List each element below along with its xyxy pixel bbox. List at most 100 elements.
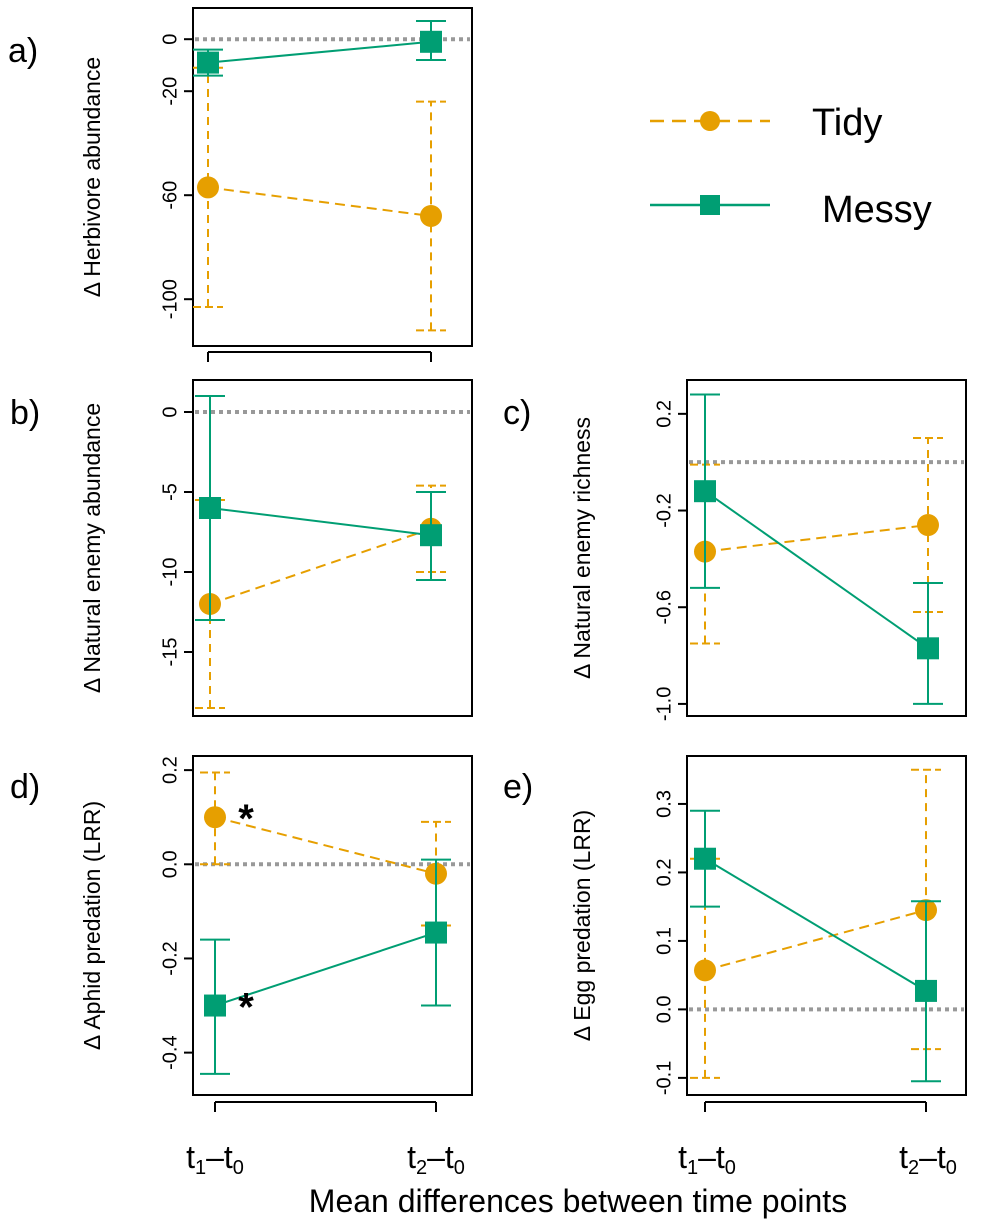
xcat-left-dash: – — [206, 1139, 224, 1175]
xcat-left-main1: t — [186, 1139, 195, 1175]
point-messy — [420, 524, 442, 547]
y-axis-label: Δ Egg predation (LRR) — [569, 810, 595, 1041]
legend-label-tidy: Tidy — [812, 102, 882, 144]
series-messy — [200, 858, 451, 1075]
point-tidy — [420, 205, 442, 227]
xcat-right-sub1: 1 — [687, 1157, 698, 1179]
panel-label: d) — [10, 768, 40, 806]
panel-label: e) — [503, 768, 533, 806]
panel-label: b) — [10, 394, 40, 432]
y-tick-label: -20 — [159, 77, 181, 106]
xcat-left-sub2: 0 — [233, 1157, 244, 1179]
series-line-messy — [207, 40, 432, 64]
series-messy — [195, 395, 446, 621]
xcat-right2-main2: t — [937, 1139, 946, 1175]
y-axis-label: Δ Aphid predation (LRR) — [79, 801, 105, 1050]
y-tick-label: 0 — [159, 406, 181, 417]
y-tick-label: -60 — [159, 181, 181, 210]
xcat-right2-sub2: 0 — [946, 1157, 957, 1179]
series-line-tidy — [209, 527, 432, 605]
significance-asterisk: * — [238, 797, 254, 841]
xcat-left2-sub1: 2 — [416, 1157, 427, 1179]
y-axis-label: Δ Herbivore abundance — [79, 57, 105, 297]
legend-entry-messy: Messy — [650, 189, 932, 231]
point-messy — [694, 480, 716, 503]
xcat-right-t2t0: t2–t0 — [899, 1139, 957, 1179]
legend: Tidy Messy — [650, 102, 932, 231]
xcat-left-main2: t — [224, 1139, 233, 1175]
point-messy — [204, 994, 226, 1017]
panel-e: 0.3 0.2 0.1 0.0 -0.1 Δ Egg predation (LRR) e) — [503, 755, 967, 1112]
xcat-right2-sub1: 2 — [908, 1157, 919, 1179]
point-tidy — [694, 959, 716, 982]
point-messy — [915, 979, 937, 1002]
xcat-left2-main2: t — [445, 1139, 454, 1175]
point-messy — [199, 497, 221, 519]
legend-marker-messy — [700, 195, 720, 215]
plot-frame — [686, 379, 967, 717]
panel-a: 0 -20 -60 -100 Δ Herbivore abundance a) — [8, 7, 473, 362]
xcat-left2-dash: – — [427, 1139, 445, 1175]
point-messy — [197, 51, 219, 74]
y-tick-label: -0.2 — [653, 493, 675, 527]
y-tick-label: -1.0 — [653, 687, 675, 721]
legend-entry-tidy: Tidy — [650, 102, 882, 144]
y-tick-label: 0.2 — [653, 400, 675, 428]
y-tick-label: -5 — [159, 483, 181, 501]
y-tick-label: -0.1 — [653, 1061, 675, 1095]
series-tidy — [690, 437, 943, 645]
series-line-tidy — [214, 816, 437, 875]
panel-b: 0 -5 -10 -15 Δ Natural enemy abundance b) — [10, 379, 473, 717]
series-line-tidy — [704, 909, 927, 972]
panel-d: 0.2 0.0 -0.2 -0.4 Δ Aphid predation (LRR) d) *… — [10, 755, 473, 1112]
series-tidy — [200, 771, 451, 927]
xcat-right2-main1: t — [899, 1139, 908, 1175]
y-tick-label: -15 — [159, 638, 181, 667]
series-messy — [690, 809, 941, 1083]
legend-marker-tidy — [700, 111, 720, 131]
y-axis-label: Δ Natural enemy richness — [569, 417, 595, 679]
y-tick-label: 0.0 — [159, 850, 181, 878]
series-line-tidy — [704, 524, 929, 553]
point-tidy — [204, 806, 226, 829]
series-messy — [193, 20, 446, 77]
series-tidy — [193, 66, 446, 332]
y-tick-label: 0.1 — [653, 927, 675, 955]
y-tick-label: -100 — [159, 279, 181, 319]
xcat-left2-sub2: 0 — [454, 1157, 465, 1179]
series-tidy — [195, 484, 446, 709]
point-tidy — [917, 514, 939, 537]
plot-frame — [192, 755, 473, 1096]
x-axis-title: Mean differences between time points — [309, 1183, 847, 1219]
xcat-right-sub2: 0 — [725, 1157, 736, 1179]
series-messy — [690, 393, 943, 705]
y-tick-label: -0.4 — [159, 1035, 181, 1069]
series-line-messy — [704, 490, 929, 650]
point-messy — [425, 921, 447, 944]
panel-label: a) — [8, 32, 38, 70]
point-messy — [420, 30, 442, 53]
point-messy — [917, 637, 939, 660]
series-line-tidy — [207, 186, 432, 217]
plot-frame — [192, 7, 473, 347]
xcat-right-main2: t — [716, 1139, 725, 1175]
xcat-left-t2t0: t2–t0 — [407, 1139, 465, 1179]
point-messy — [694, 847, 716, 870]
legend-label-messy: Messy — [822, 189, 932, 231]
y-tick-label: -10 — [159, 558, 181, 587]
y-tick-label: 0.0 — [653, 995, 675, 1023]
y-tick-label: -0.6 — [653, 590, 675, 624]
series-line-messy — [704, 857, 927, 992]
panel-c: 0.2 -0.2 -0.6 -1.0 Δ Natural enemy richness c… — [503, 379, 967, 721]
xcat-left2-main1: t — [407, 1139, 416, 1175]
x-category-labels: t1–t0 t2–t0 t1–t0 t2–t0 — [186, 1139, 957, 1179]
series-line-messy — [209, 507, 432, 537]
plot-frame — [192, 379, 473, 717]
xcat-left-sub1: 1 — [195, 1157, 206, 1179]
point-tidy — [197, 176, 219, 199]
xcat-right-main1: t — [678, 1139, 687, 1175]
y-tick-label: -0.2 — [159, 941, 181, 975]
plot-frame — [686, 755, 967, 1096]
y-tick-label: 0.2 — [159, 756, 181, 784]
